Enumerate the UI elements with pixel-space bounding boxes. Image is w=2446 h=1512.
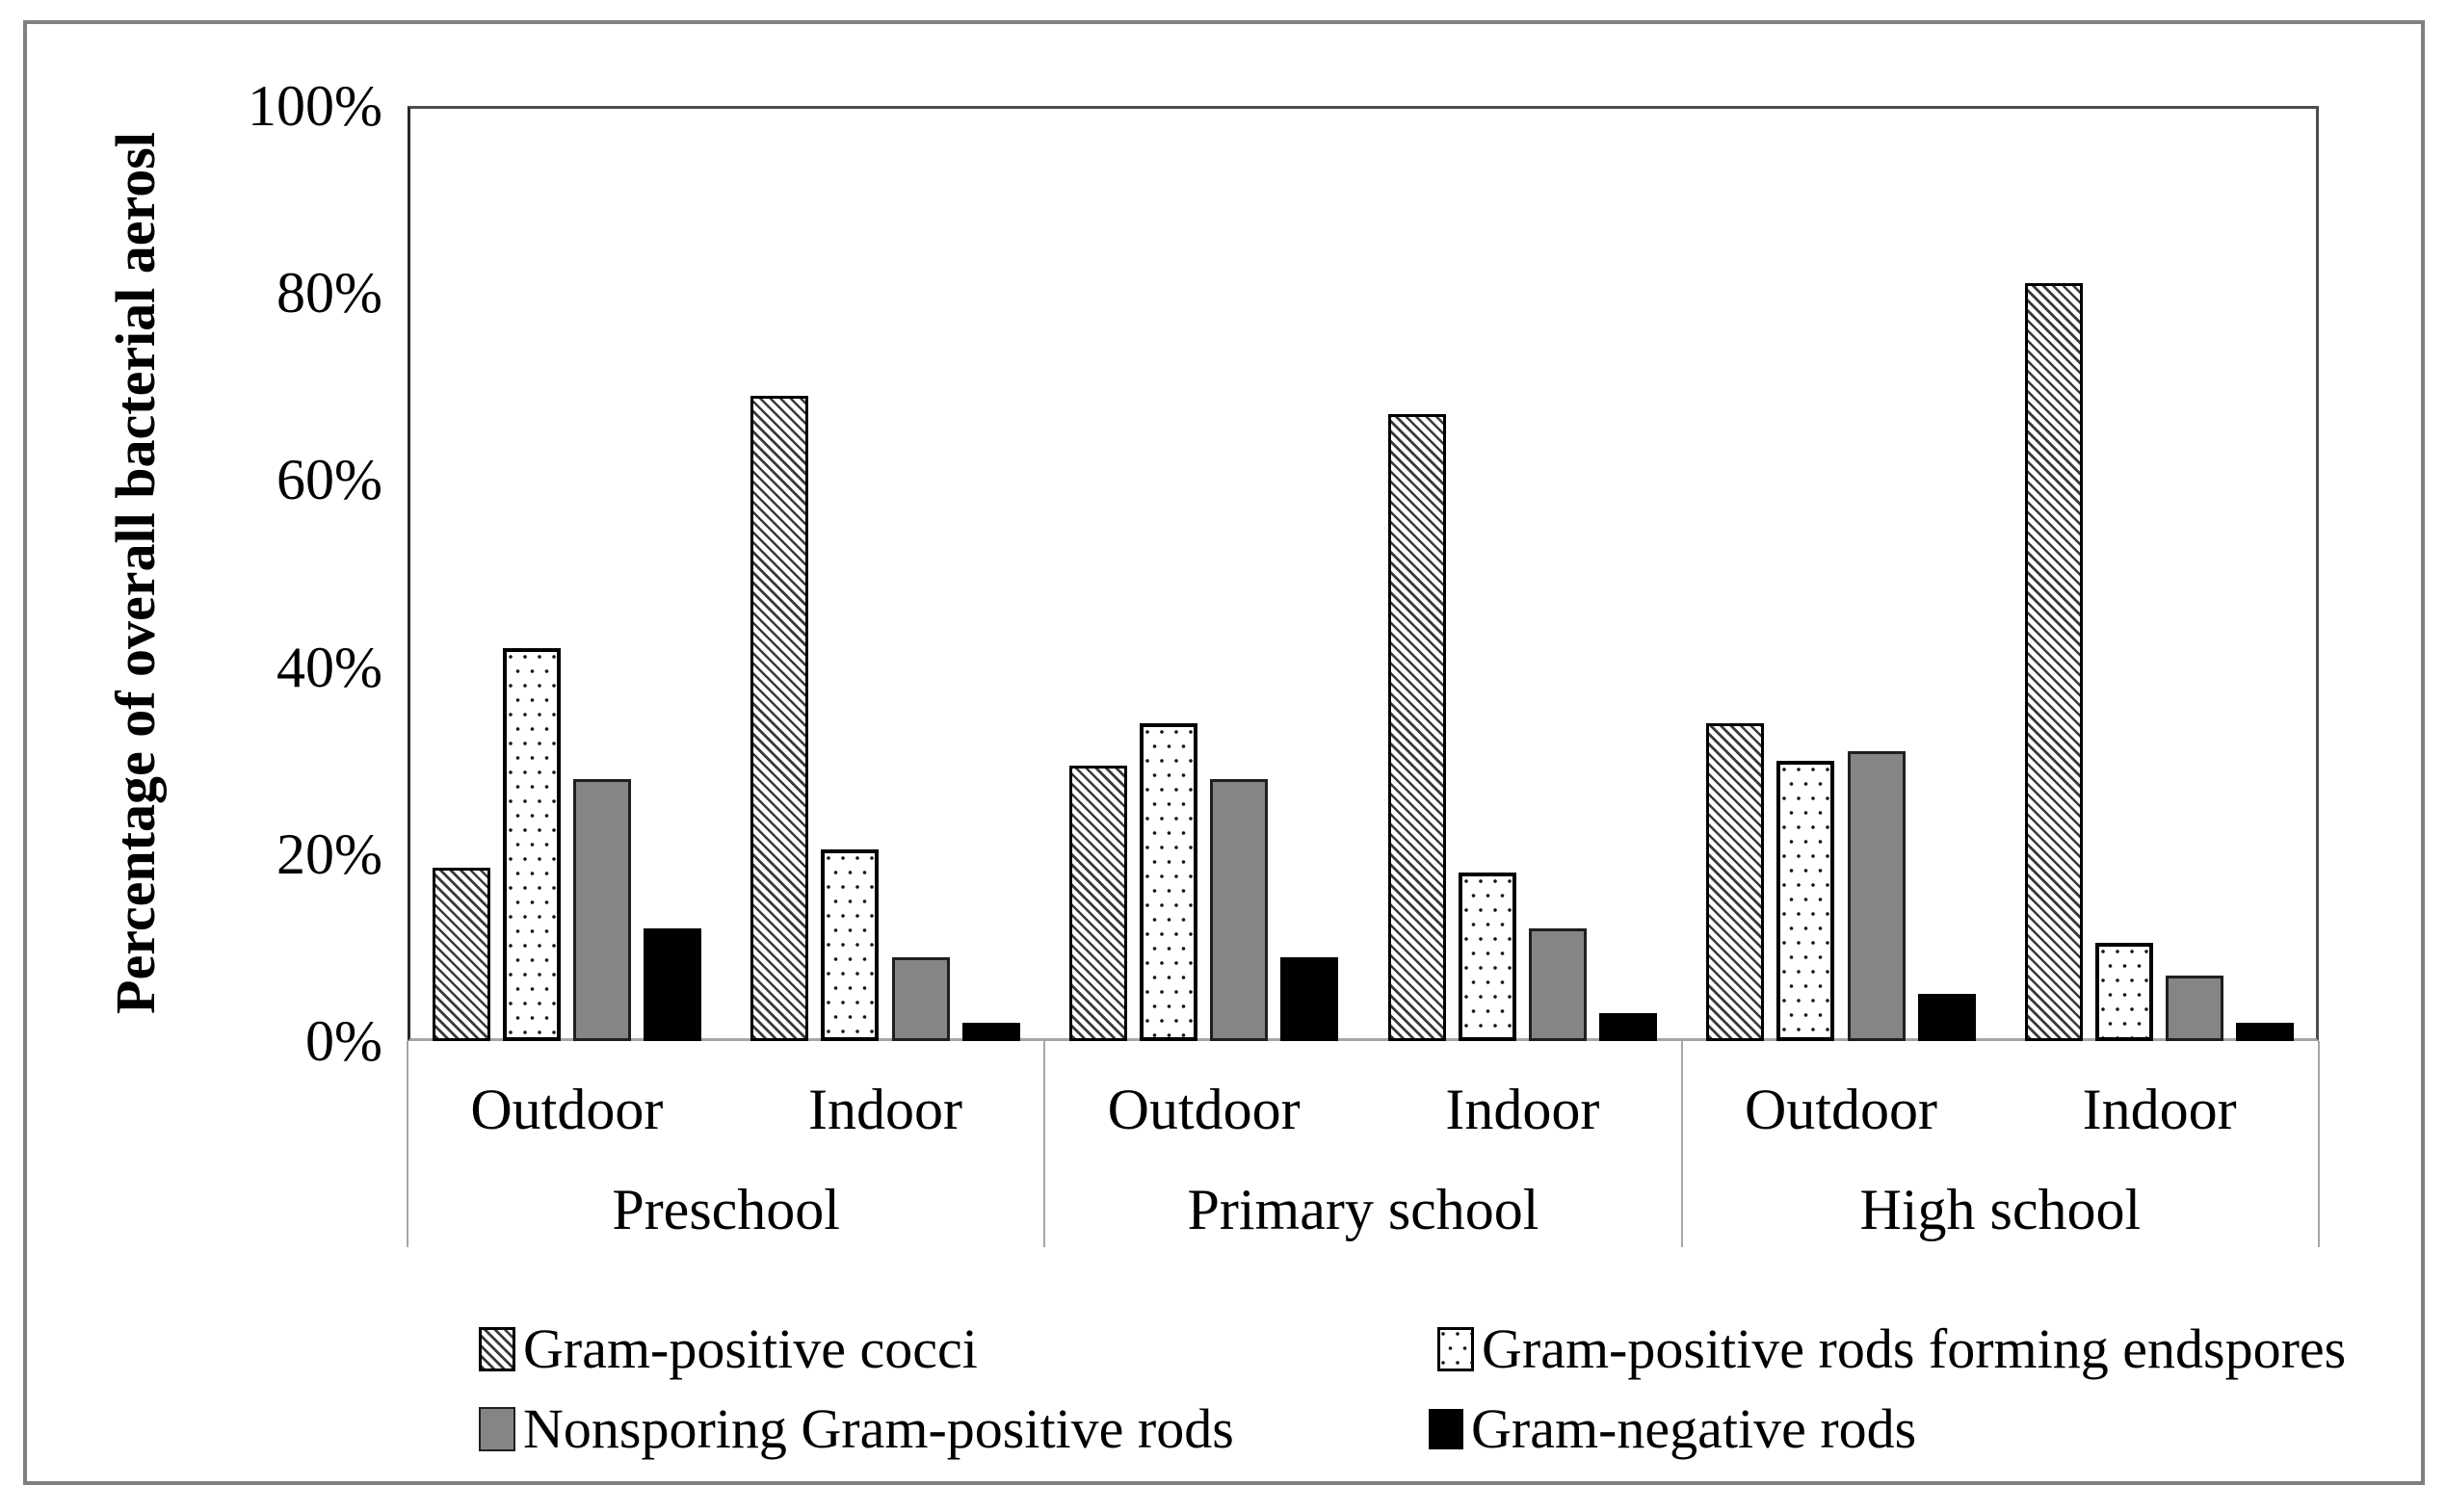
x-group-label-high-school: High school (1859, 1178, 2142, 1241)
gray-swatch-icon (479, 1407, 515, 1451)
y-tick-label: 100% (248, 74, 382, 138)
x-label-indoor-primary-school: Indoor (1445, 1078, 1600, 1141)
x-group-label-primary-school: Primary school (1187, 1178, 1539, 1241)
x-label-outdoor-primary-school: Outdoor (1107, 1078, 1301, 1141)
y-tick-label: 0% (305, 1009, 382, 1073)
y-tick-label: 60% (276, 448, 382, 512)
bar-gram-positive-cocci-preschool-outdoor (432, 868, 490, 1041)
x-axis-group-divider (1043, 1041, 1046, 1247)
y-tick-label: 20% (276, 821, 382, 886)
dots-swatch-icon (1437, 1327, 1474, 1371)
bar-gram-negative-rods-high-school-outdoor (1917, 994, 1976, 1041)
plot-area (408, 106, 2319, 1041)
bar-gram-positive-cocci-primary-school-indoor (1387, 414, 1446, 1041)
legend-label: Gram-positive cocci (523, 1317, 978, 1380)
x-axis-group-divider (407, 1041, 408, 1247)
bar-nonsporing-gram-positive-rods-primary-school-indoor (1528, 928, 1587, 1041)
x-label-indoor-preschool: Indoor (808, 1078, 962, 1141)
x-axis-group-divider (2318, 1041, 2320, 1247)
bar-gram-positive-rods-forming-endspores-primary-school-indoor (1458, 873, 1516, 1041)
legend-item-gram-negative-rods: Gram-negative rods (1429, 1401, 1916, 1457)
legend-item-gram-positive-rods-endspores: Gram-positive rods forming endspores (1437, 1321, 2346, 1377)
bar-gram-positive-rods-forming-endspores-preschool-indoor (821, 848, 880, 1041)
y-tick-label: 40% (276, 635, 382, 699)
bar-gram-positive-cocci-primary-school-outdoor (1068, 765, 1127, 1041)
y-axis-title: Percentage of overall bacterial aerosl (104, 132, 167, 1014)
diagonal-hatch-swatch-icon (479, 1327, 515, 1371)
y-tick-label: 80% (276, 261, 382, 326)
bar-gram-positive-rods-forming-endspores-primary-school-outdoor (1140, 722, 1198, 1041)
legend-label: Nonsporing Gram-positive rods (523, 1397, 1234, 1460)
x-label-indoor-high-school: Indoor (2082, 1078, 2237, 1141)
x-label-outdoor-preschool: Outdoor (470, 1078, 664, 1141)
bar-gram-positive-rods-forming-endspores-high-school-outdoor (1776, 760, 1835, 1041)
x-label-outdoor-high-school: Outdoor (1745, 1078, 1937, 1141)
legend-label: Gram-positive rods forming endspores (1482, 1317, 2347, 1380)
bar-nonsporing-gram-positive-rods-high-school-outdoor (1847, 750, 1906, 1041)
legend-item-nonsporing-gram-positive-rods: Nonsporing Gram-positive rods (479, 1401, 1234, 1457)
bar-gram-positive-cocci-preschool-indoor (750, 396, 809, 1041)
legend-label: Gram-negative rods (1471, 1397, 1917, 1460)
bar-nonsporing-gram-positive-rods-preschool-indoor (891, 956, 950, 1041)
bar-gram-positive-cocci-high-school-outdoor (1706, 722, 1765, 1041)
bar-gram-negative-rods-primary-school-outdoor (1280, 956, 1339, 1041)
bar-nonsporing-gram-positive-rods-primary-school-outdoor (1210, 779, 1269, 1041)
x-axis-group-divider (1680, 1041, 1683, 1247)
legend-item-gram-positive-cocci: Gram-positive cocci (479, 1321, 978, 1377)
bar-gram-negative-rods-primary-school-indoor (1599, 1012, 1658, 1041)
bar-gram-negative-rods-high-school-indoor (2236, 1022, 2295, 1041)
bar-gram-positive-rods-forming-endspores-preschool-outdoor (502, 648, 561, 1041)
x-group-label-preschool: Preschool (612, 1178, 840, 1241)
bar-nonsporing-gram-positive-rods-high-school-indoor (2166, 976, 2224, 1041)
bar-nonsporing-gram-positive-rods-preschool-outdoor (572, 779, 631, 1041)
bar-gram-positive-cocci-high-school-indoor (2024, 283, 2083, 1041)
bar-gram-negative-rods-preschool-outdoor (644, 928, 702, 1041)
bar-gram-negative-rods-preschool-indoor (961, 1022, 1020, 1041)
black-swatch-icon (1429, 1409, 1463, 1449)
bar-gram-positive-rods-forming-endspores-high-school-indoor (2095, 943, 2154, 1041)
